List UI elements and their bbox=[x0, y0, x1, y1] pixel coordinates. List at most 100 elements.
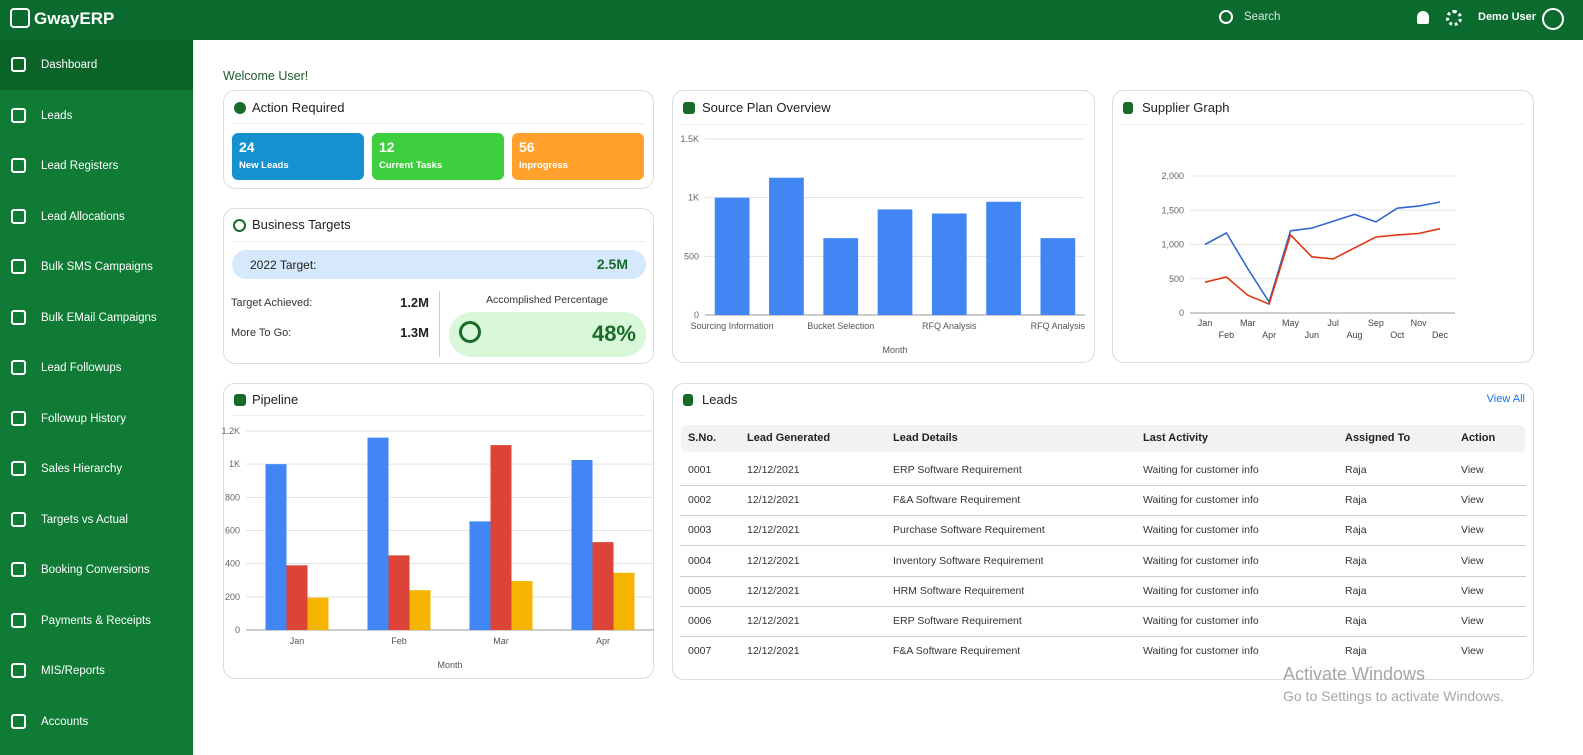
settings-icon[interactable] bbox=[1446, 10, 1462, 26]
tile-value: 56 bbox=[519, 139, 535, 155]
nav-icon bbox=[11, 461, 26, 476]
view-link[interactable]: View bbox=[1461, 494, 1484, 507]
nav-item[interactable]: Accounts bbox=[0, 697, 193, 747]
card-title: Business Targets bbox=[252, 217, 351, 232]
action-tile[interactable]: 24 New Leads bbox=[232, 133, 364, 180]
icon bbox=[1123, 102, 1133, 114]
nav-label: Dashboard bbox=[41, 59, 98, 71]
table-cell: Purchase Software Requirement bbox=[893, 524, 1045, 537]
user-name[interactable]: Demo User bbox=[1478, 11, 1537, 23]
table-cell: Waiting for customer info bbox=[1143, 584, 1259, 597]
table-cell: ERP Software Requirement bbox=[893, 615, 1022, 627]
nav-icon bbox=[11, 208, 26, 224]
table-cell: Waiting for customer info bbox=[1143, 645, 1259, 658]
logo-icon bbox=[10, 8, 30, 28]
table-cell: 12/12/2021 bbox=[747, 494, 800, 507]
nav-icon bbox=[11, 612, 26, 628]
user-avatar[interactable] bbox=[1542, 8, 1564, 30]
accomplished-label: Accomplished Percentage bbox=[486, 294, 608, 306]
nav-item[interactable]: Lead Allocations bbox=[0, 192, 193, 242]
card-title: Leads bbox=[702, 392, 738, 407]
action-tile[interactable]: 56 Inprogress bbox=[512, 133, 644, 180]
card-title: Pipeline bbox=[252, 392, 299, 407]
icon bbox=[683, 102, 695, 114]
row-divider bbox=[680, 515, 1526, 517]
view-link[interactable]: View bbox=[1461, 645, 1484, 658]
card-title: Source Plan Overview bbox=[702, 100, 831, 115]
view-link[interactable]: View bbox=[1461, 615, 1484, 627]
nav-item[interactable]: Followup History bbox=[0, 394, 193, 444]
table-cell: Raja bbox=[1345, 584, 1367, 597]
icon bbox=[234, 102, 246, 114]
table-cell: 12/12/2021 bbox=[747, 615, 800, 627]
search-icon[interactable] bbox=[1219, 10, 1233, 24]
achieved-label: Target Achieved: bbox=[231, 297, 313, 309]
divider bbox=[232, 415, 645, 416]
nav-icon bbox=[11, 107, 26, 123]
tile-label: New Leads bbox=[239, 160, 289, 171]
table-cell: 12/12/2021 bbox=[747, 524, 800, 537]
nav-item[interactable]: Lead Followups bbox=[0, 343, 193, 393]
target-value: 2.5M bbox=[596, 256, 628, 272]
table-cell: F&A Software Requirement bbox=[893, 494, 1021, 507]
accomplished-pill: 48% bbox=[449, 312, 646, 357]
table-cell: Waiting for customer info bbox=[1143, 494, 1259, 507]
nav-item[interactable]: Payments & Receipts bbox=[0, 596, 193, 646]
column-header: Last Activity bbox=[1143, 432, 1209, 444]
nav-item[interactable]: Dashboard bbox=[0, 40, 193, 90]
view-link[interactable]: View bbox=[1461, 554, 1484, 567]
table-cell: ERP Software Requirement bbox=[893, 464, 1022, 476]
nav-item[interactable]: Lead Registers bbox=[0, 141, 193, 191]
nav-item[interactable]: Bulk SMS Campaigns bbox=[0, 242, 193, 292]
table-cell: Raja bbox=[1345, 524, 1367, 537]
target-label: 2022 Target: bbox=[250, 258, 317, 272]
action-card: Action Required 24 New Leads 12 Current Tas… bbox=[223, 90, 654, 189]
table-cell: Waiting for customer info bbox=[1143, 464, 1259, 476]
notification-icon[interactable] bbox=[1417, 11, 1429, 24]
table-cell: Waiting for customer info bbox=[1143, 524, 1259, 537]
nav-item[interactable]: Booking Conversions bbox=[0, 545, 193, 595]
table-cell: 0003 bbox=[688, 524, 712, 537]
nav-label: Targets vs Actual bbox=[41, 513, 128, 526]
targets-card: Business Targets 2022 Target: 2.5M Targe… bbox=[223, 208, 654, 364]
search-input[interactable]: Search bbox=[1244, 11, 1281, 23]
table-cell: 0001 bbox=[688, 464, 712, 476]
tile-value: 12 bbox=[379, 139, 395, 155]
view-link[interactable]: View bbox=[1461, 464, 1484, 476]
icon bbox=[459, 321, 481, 343]
watermark-title: Activate Windows bbox=[1283, 664, 1426, 684]
nav-label: MIS/Reports bbox=[41, 665, 105, 677]
achieved-value: 1.2M bbox=[400, 295, 429, 310]
table-cell: Raja bbox=[1345, 645, 1367, 658]
column-header: S.No. bbox=[688, 432, 717, 444]
table-cell: 0004 bbox=[688, 554, 712, 567]
table-cell: Raja bbox=[1345, 464, 1367, 476]
table-cell: 0005 bbox=[688, 584, 712, 597]
nav-icon bbox=[11, 410, 26, 426]
nav-item[interactable]: Targets vs Actual bbox=[0, 495, 193, 545]
row-divider bbox=[680, 575, 1526, 577]
view-all-link[interactable]: View All bbox=[1486, 393, 1525, 405]
divider bbox=[232, 123, 645, 124]
table-cell: Inventory Software Requirement bbox=[893, 554, 1044, 567]
nav-item[interactable]: Sales Hierarchy bbox=[0, 444, 193, 494]
nav-icon bbox=[11, 663, 26, 678]
nav-item[interactable]: MIS/Reports bbox=[0, 646, 193, 696]
view-link[interactable]: View bbox=[1461, 584, 1484, 597]
tile-label: Inprogress bbox=[519, 160, 569, 171]
icon bbox=[233, 219, 246, 232]
nav-label: Lead Allocations bbox=[41, 210, 125, 223]
nav-item[interactable]: Bulk EMail Campaigns bbox=[0, 293, 193, 343]
divider bbox=[1121, 124, 1525, 125]
icon bbox=[683, 394, 693, 406]
view-link[interactable]: View bbox=[1461, 524, 1484, 537]
accomplished-value: 48% bbox=[591, 321, 636, 346]
table-cell: 12/12/2021 bbox=[747, 554, 800, 567]
action-tile[interactable]: 12 Current Tasks bbox=[372, 133, 504, 180]
welcome: Welcome User! bbox=[223, 69, 309, 83]
row-divider bbox=[680, 605, 1526, 607]
nav-item[interactable]: Leads bbox=[0, 91, 193, 141]
nav-label: Payments & Receipts bbox=[41, 614, 151, 627]
table-cell: 0006 bbox=[688, 615, 712, 627]
table-cell: 0007 bbox=[688, 645, 712, 658]
